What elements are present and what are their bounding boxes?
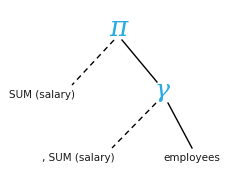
Text: SUM (salary): SUM (salary) — [9, 90, 75, 100]
Text: employees: employees — [164, 153, 220, 163]
Text: , SUM (salary): , SUM (salary) — [42, 153, 114, 163]
Text: γ: γ — [155, 78, 169, 101]
Text: π: π — [109, 14, 127, 41]
